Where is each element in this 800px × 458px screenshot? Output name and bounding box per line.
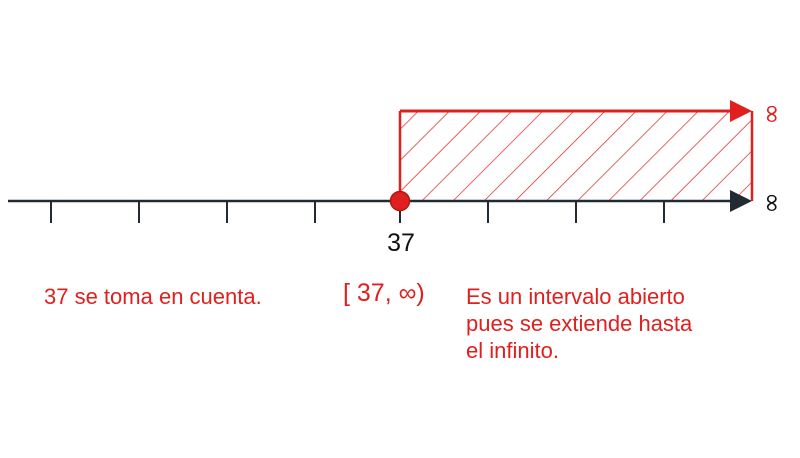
solution-region [400, 111, 752, 201]
endpoint-included-note: 37 se toma en cuenta. [44, 284, 262, 309]
infinity-label-top: ∞ [757, 103, 787, 125]
interval-notation: [ 37, ∞) [343, 279, 425, 307]
closed-endpoint [389, 190, 411, 212]
explanation-line: pues se extiende hasta [466, 311, 693, 336]
explanation-line: el infinito. [466, 338, 559, 363]
explanation-line: Es un intervalo abierto [466, 284, 685, 309]
axis-arrowhead [730, 190, 752, 212]
infinity-label-axis: ∞ [757, 192, 787, 214]
open-interval-explanation: Es un intervalo abierto pues se extiende… [466, 283, 692, 364]
region-arrowhead [730, 100, 752, 122]
point-label: 37 [387, 229, 415, 257]
